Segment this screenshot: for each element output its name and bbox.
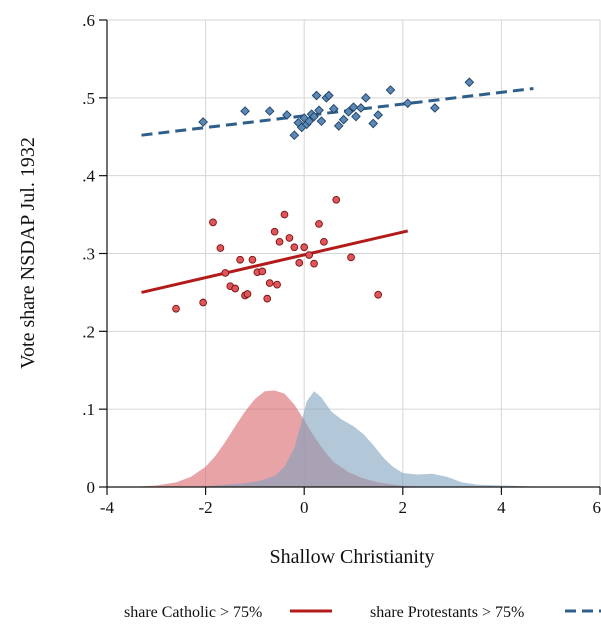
- legend-label-catholic: share Catholic > 75%: [124, 604, 262, 621]
- data-point-catholic: [232, 285, 239, 292]
- data-point-catholic: [222, 270, 229, 277]
- data-point-protestant: [431, 104, 439, 112]
- y-tick-label: .6: [82, 11, 95, 30]
- y-tick-label: 0: [87, 478, 96, 497]
- points-layer: [173, 78, 474, 312]
- data-point-catholic: [348, 254, 355, 261]
- data-point-catholic: [244, 291, 251, 298]
- data-point-catholic: [296, 259, 303, 266]
- data-point-protestant: [369, 119, 377, 127]
- data-point-protestant: [386, 86, 394, 94]
- x-axis-title: Shallow Christianity: [270, 546, 435, 568]
- x-tick-label: 2: [399, 498, 408, 517]
- data-point-catholic: [259, 268, 266, 275]
- data-point-protestant: [374, 111, 382, 119]
- data-point-catholic: [200, 299, 207, 306]
- x-tick-label: -2: [199, 498, 213, 517]
- data-point-protestant: [362, 94, 370, 102]
- x-tick-label: 0: [300, 498, 309, 517]
- data-point-catholic: [291, 244, 298, 251]
- data-point-protestant: [404, 99, 412, 107]
- data-point-protestant: [317, 117, 325, 125]
- x-tick-label: -4: [100, 498, 115, 517]
- data-point-catholic: [264, 295, 271, 302]
- data-point-catholic: [316, 221, 323, 228]
- x-tick-label: 4: [497, 498, 506, 517]
- legend: share Catholic > 75% share Protestants >…: [124, 604, 601, 621]
- data-point-catholic: [274, 281, 281, 288]
- data-point-catholic: [249, 256, 256, 263]
- data-point-catholic: [286, 235, 293, 242]
- y-tick-label: .1: [82, 400, 95, 419]
- data-point-catholic: [311, 260, 318, 267]
- density-layer: [132, 390, 546, 487]
- data-point-protestant: [339, 115, 347, 123]
- data-point-protestant: [357, 104, 365, 112]
- data-point-catholic: [276, 238, 283, 245]
- y-tick-label: .2: [82, 322, 95, 341]
- data-point-protestant: [290, 131, 298, 139]
- data-point-protestant: [335, 122, 343, 130]
- fit-layer: [142, 88, 534, 292]
- data-point-catholic: [237, 256, 244, 263]
- y-tick-label: .4: [82, 167, 95, 186]
- y-tick-label: .5: [82, 89, 95, 108]
- x-tick-label: 6: [593, 498, 601, 517]
- data-point-catholic: [271, 228, 278, 235]
- grid-layer: [107, 20, 600, 487]
- data-point-protestant: [352, 112, 360, 120]
- data-point-catholic: [266, 280, 273, 287]
- y-axis-title: Vote share NSDAP Jul. 1932: [17, 137, 39, 369]
- data-point-protestant: [465, 78, 473, 86]
- data-point-catholic: [281, 211, 288, 218]
- data-point-catholic: [321, 238, 328, 245]
- data-point-catholic: [306, 252, 313, 259]
- data-point-catholic: [210, 219, 217, 226]
- data-point-protestant: [241, 107, 249, 115]
- data-point-catholic: [333, 196, 340, 203]
- data-point-protestant: [312, 91, 320, 99]
- data-point-catholic: [173, 305, 180, 312]
- y-tick-label: .3: [82, 245, 95, 264]
- data-point-protestant: [265, 107, 273, 115]
- data-point-catholic: [375, 291, 382, 298]
- legend-label-protestants: share Protestants > 75%: [370, 604, 524, 621]
- data-point-catholic: [217, 245, 224, 252]
- data-point-catholic: [301, 244, 308, 251]
